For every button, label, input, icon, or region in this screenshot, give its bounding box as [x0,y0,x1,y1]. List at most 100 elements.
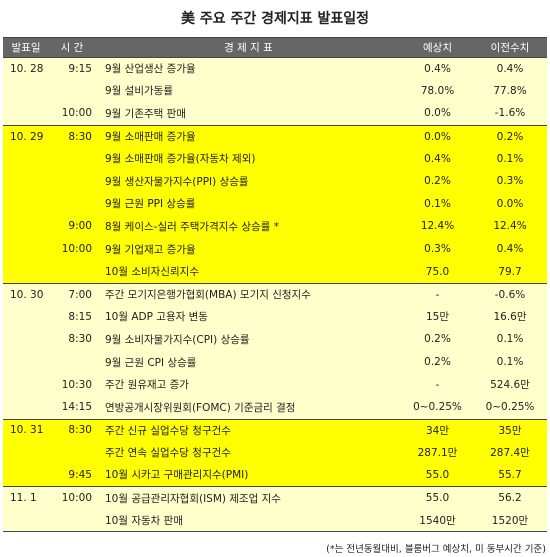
row-forecast: 55.0 [425,468,450,481]
row-forecast: 0.2% [424,356,451,369]
row-forecast: 75.0 [425,265,450,278]
row-date: 10. 28 [10,62,44,75]
row-previous: 79.7 [498,265,522,278]
header-date: 발표일 [11,41,41,54]
row-forecast: 34만 [425,424,450,437]
row-indicator: 10월 ADP 고용자 변동 [105,311,208,324]
row-indicator: 9월 산업생산 증가율 [105,63,196,76]
row-indicator: 9월 소비자물가지수(CPI) 상승률 [105,333,250,346]
table-row: 8:30 9월 소비자물가지수(CPI) 상승률 0.2% 0.1% [3,328,547,351]
row-indicator: 9월 근원 CPI 상승률 [105,356,197,369]
row-previous: 16.6만 [493,311,527,324]
row-forecast: 15만 [425,311,450,324]
row-previous: -0.6% [494,288,526,301]
table-row: 10:00 9월 기업재고 증가율 0.3% 0.4% [3,237,547,261]
row-indicator: 9월 기존주택 판매 [105,107,186,120]
footnote: (*는 전년동월대비, 블룸버그 예상치, 미 동부시간 기준) [326,544,546,555]
row-previous: 56.2 [498,492,522,505]
row-previous: 0.3% [496,175,524,188]
row-date: 10. 29 [10,130,44,143]
row-forecast: 0.0% [424,130,451,143]
row-time: 9:00 [68,220,92,233]
header-previous: 이전수치 [490,41,530,54]
row-previous: -1.6% [494,107,526,120]
row-indicator: 9월 설비가동률 [105,85,173,98]
row-forecast: 0.2% [424,175,451,188]
table-row: 9:45 10월 시카고 구매관리지수(PMI) 55.0 55.7 [3,463,547,487]
table-row: 10:00 9월 기존주택 판매 0.0% -1.6% [3,102,547,125]
row-time: 10:00 [61,107,92,120]
row-forecast: 0.4% [424,62,451,75]
row-indicator: 8월 케이스-실러 주택가격지수 상승률 * [105,220,279,233]
table-bottom-rule [3,531,547,533]
row-forecast: 1540만 [419,514,456,527]
row-indicator: 9월 생산자물가지수(PPI) 상승률 [105,175,249,188]
row-date: 10. 31 [10,424,44,437]
row-previous: 0.0% [496,197,524,210]
row-time: 8:30 [68,424,92,437]
row-time: 7:00 [68,288,92,301]
row-previous: 0.1% [496,356,524,369]
table-row: 10월 소비자신뢰지수 75.0 79.7 [3,260,547,283]
schedule-table: 발표일 시 간 경 제 지 표 예상치 이전수치 10. 28 9:15 9월 … [3,37,547,533]
row-date: 11. 1 [10,492,37,505]
row-forecast: 0.1% [424,197,451,210]
row-previous: 77.8% [493,84,527,97]
table-row: 9월 설비가동률 78.0% 77.8% [3,79,547,103]
table-row: 11. 1 10:00 10월 공급관리자협회(ISM) 제조업 지수 55.0… [3,486,547,509]
table-row: 8:15 10월 ADP 고용자 변동 15만 16.6만 [3,305,547,329]
row-time: 9:15 [68,62,92,75]
row-previous: 1520만 [491,514,529,527]
row-indicator: 10월 소비자신뢰지수 [105,266,199,279]
row-indicator: 10월 자동차 판매 [105,514,183,527]
row-indicator: 9월 근원 PPI 상승률 [105,198,196,211]
row-forecast: 0.3% [424,243,451,256]
row-forecast: 0.0% [424,107,451,120]
table-row: 10. 30 7:00 주간 모기지은행가협회(MBA) 모기지 신청지수 - … [3,282,547,306]
row-previous: 0~0.25% [485,401,535,414]
table-row: 9:00 8월 케이스-실러 주택가격지수 상승률 * 12.4% 12.4% [3,215,547,238]
row-previous: 287.4만 [490,446,530,459]
row-previous: 55.7 [498,468,522,481]
row-forecast: 0~0.25% [413,401,462,414]
row-indicator: 10월 공급관리자협회(ISM) 제조업 지수 [105,492,281,505]
table-row: 9월 소매판매 증가율(자동차 제외) 0.4% 0.1% [3,147,547,170]
row-time: 10:00 [61,492,92,505]
row-time: 8:15 [68,310,92,323]
table-row: 14:15 연방공개시장위원회(FOMC) 기준금리 결정 0~0.25% 0~… [3,395,547,419]
header-forecast: 예상치 [423,41,452,54]
row-previous: 524.6만 [490,379,530,392]
row-forecast: 287.1만 [417,446,458,459]
row-time: 9:45 [68,468,92,481]
row-indicator: 주간 모기지은행가협회(MBA) 모기지 신청지수 [105,289,311,302]
row-forecast: 12.4% [420,220,455,233]
row-indicator: 주간 연속 실업수당 청구건수 [105,446,231,459]
row-time: 10:00 [61,243,92,256]
row-previous: 12.4% [493,220,527,233]
row-forecast: 0.2% [424,333,451,346]
row-forecast: 0.4% [424,152,451,165]
table-row: 10. 28 9:15 9월 산업생산 증가율 0.4% 0.4% [3,57,547,80]
row-previous: 0.4% [496,62,524,75]
page-title: 美 주요 주간 경제지표 발표일정 [180,11,370,27]
row-time: 8:30 [68,130,92,143]
header-indicator: 경 제 지 표 [224,41,273,54]
row-forecast: 78.0% [420,84,455,97]
row-indicator: 9월 기업재고 증가율 [105,243,196,256]
row-previous: 0.1% [496,152,524,165]
row-indicator: 9월 소매판매 증가율 [105,131,196,144]
table-row: 9월 근원 CPI 상승률 0.2% 0.1% [3,350,547,374]
table-row: 10월 자동차 판매 1540만 1520만 [3,508,547,532]
table-row: 주간 연속 실업수당 청구건수 287.1만 287.4만 [3,441,547,464]
table-row: 9월 근원 PPI 상승률 0.1% 0.0% [3,192,547,216]
row-previous: 0.2% [496,130,524,143]
row-forecast: 55.0 [425,492,450,505]
header-time: 시 간 [60,41,84,54]
row-date: 10. 30 [10,288,44,301]
row-time: 10:30 [61,378,92,391]
row-forecast: - [435,288,440,301]
row-indicator: 연방공개시장위원회(FOMC) 기준금리 결정 [105,401,296,414]
table-row: 9월 생산자물가지수(PPI) 상승률 0.2% 0.3% [3,169,547,193]
table-row: 10. 31 8:30 주간 신규 실업수당 청구건수 34만 35만 [3,418,547,442]
row-previous: 35만 [498,424,522,437]
